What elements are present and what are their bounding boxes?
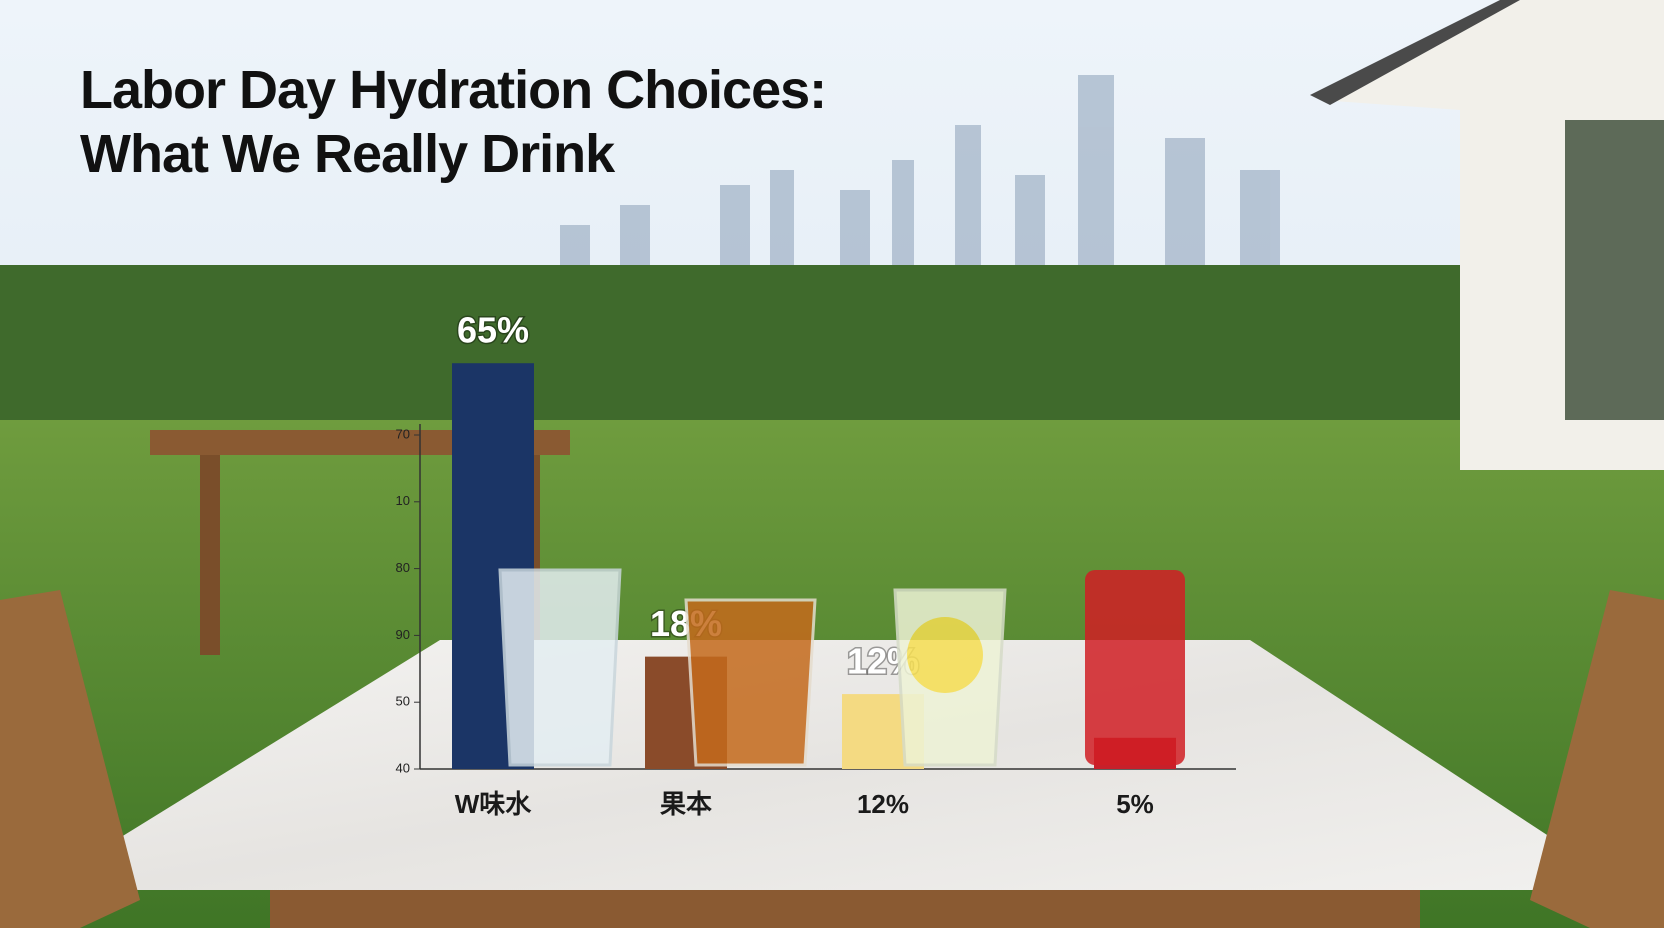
y-axis-label: 90 [396,627,410,642]
x-tick-label: 5% [1116,789,1154,819]
y-axis-label: 10 [396,493,410,508]
drinks [498,568,1185,767]
x-tick-label: 果本 [660,789,712,819]
data-label: 65% [457,310,529,351]
y-axis-label: 50 [396,694,410,709]
x-tick-label: W味水 [455,789,533,819]
y-axis-label: 40 [396,760,410,775]
chart-title: Labor Day Hydration Choices: What We Rea… [80,60,827,184]
y-axis-label: 70 [396,426,410,441]
x-tick-label: 12% [857,789,909,819]
y-axis-label: 80 [396,560,410,575]
